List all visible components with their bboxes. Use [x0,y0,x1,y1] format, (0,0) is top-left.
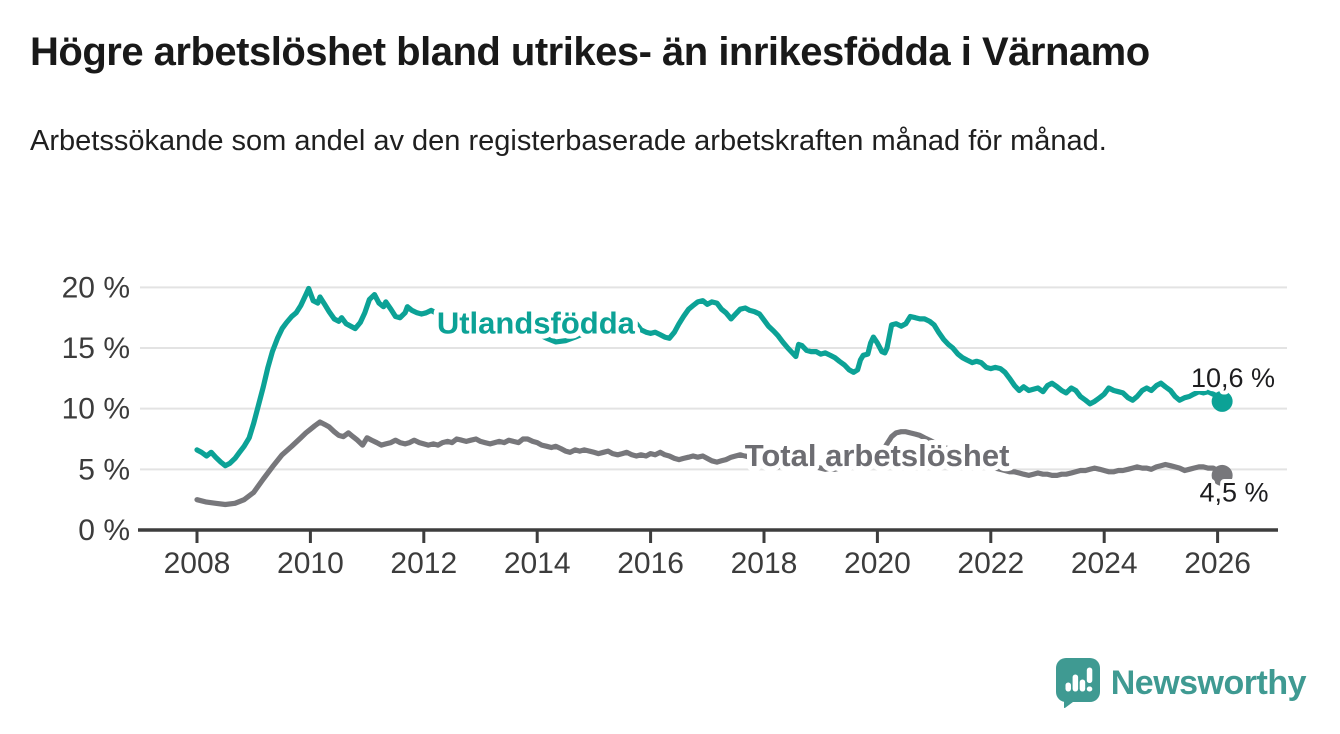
newsworthy-logo-icon [1055,658,1100,708]
y-tick-label: 15 % [62,332,130,365]
x-tick-label: 2014 [504,547,571,580]
x-tick-label: 2010 [277,547,344,580]
x-tick-label: 2026 [1184,547,1251,580]
y-tick-label: 10 % [62,393,130,426]
x-tick-label: 2022 [957,547,1024,580]
chart-subtitle: Arbetssökande som andel av den registerb… [30,125,1107,157]
y-tick-label: 20 % [62,271,130,304]
brand-footer: Newsworthy [1055,658,1307,708]
chart-title: Högre arbetslöshet bland utrikes- än inr… [30,30,1150,74]
series-end-dot [1211,464,1233,486]
x-tick-label: 2024 [1071,547,1138,580]
end-value-label: 4,5 % [1199,477,1268,507]
end-value-label: 10,6 % [1191,363,1275,393]
series-end-dot [1211,390,1233,412]
x-tick-label: 2008 [164,547,231,580]
series-line-total [194,419,1225,508]
series-label: Utlandsfödda [437,306,636,341]
x-tick-label: 2012 [390,547,457,580]
x-tick-label: 2020 [844,547,911,580]
y-tick-label: 5 % [78,453,130,486]
brand-name: Newsworthy [1110,663,1307,702]
x-tick-label: 2018 [731,547,798,580]
y-tick-label: 0 % [78,514,130,547]
series-line-utlandsfodda [194,285,1225,469]
x-tick-label: 2016 [617,547,684,580]
series-label: Total arbetslöshet [745,438,1010,473]
